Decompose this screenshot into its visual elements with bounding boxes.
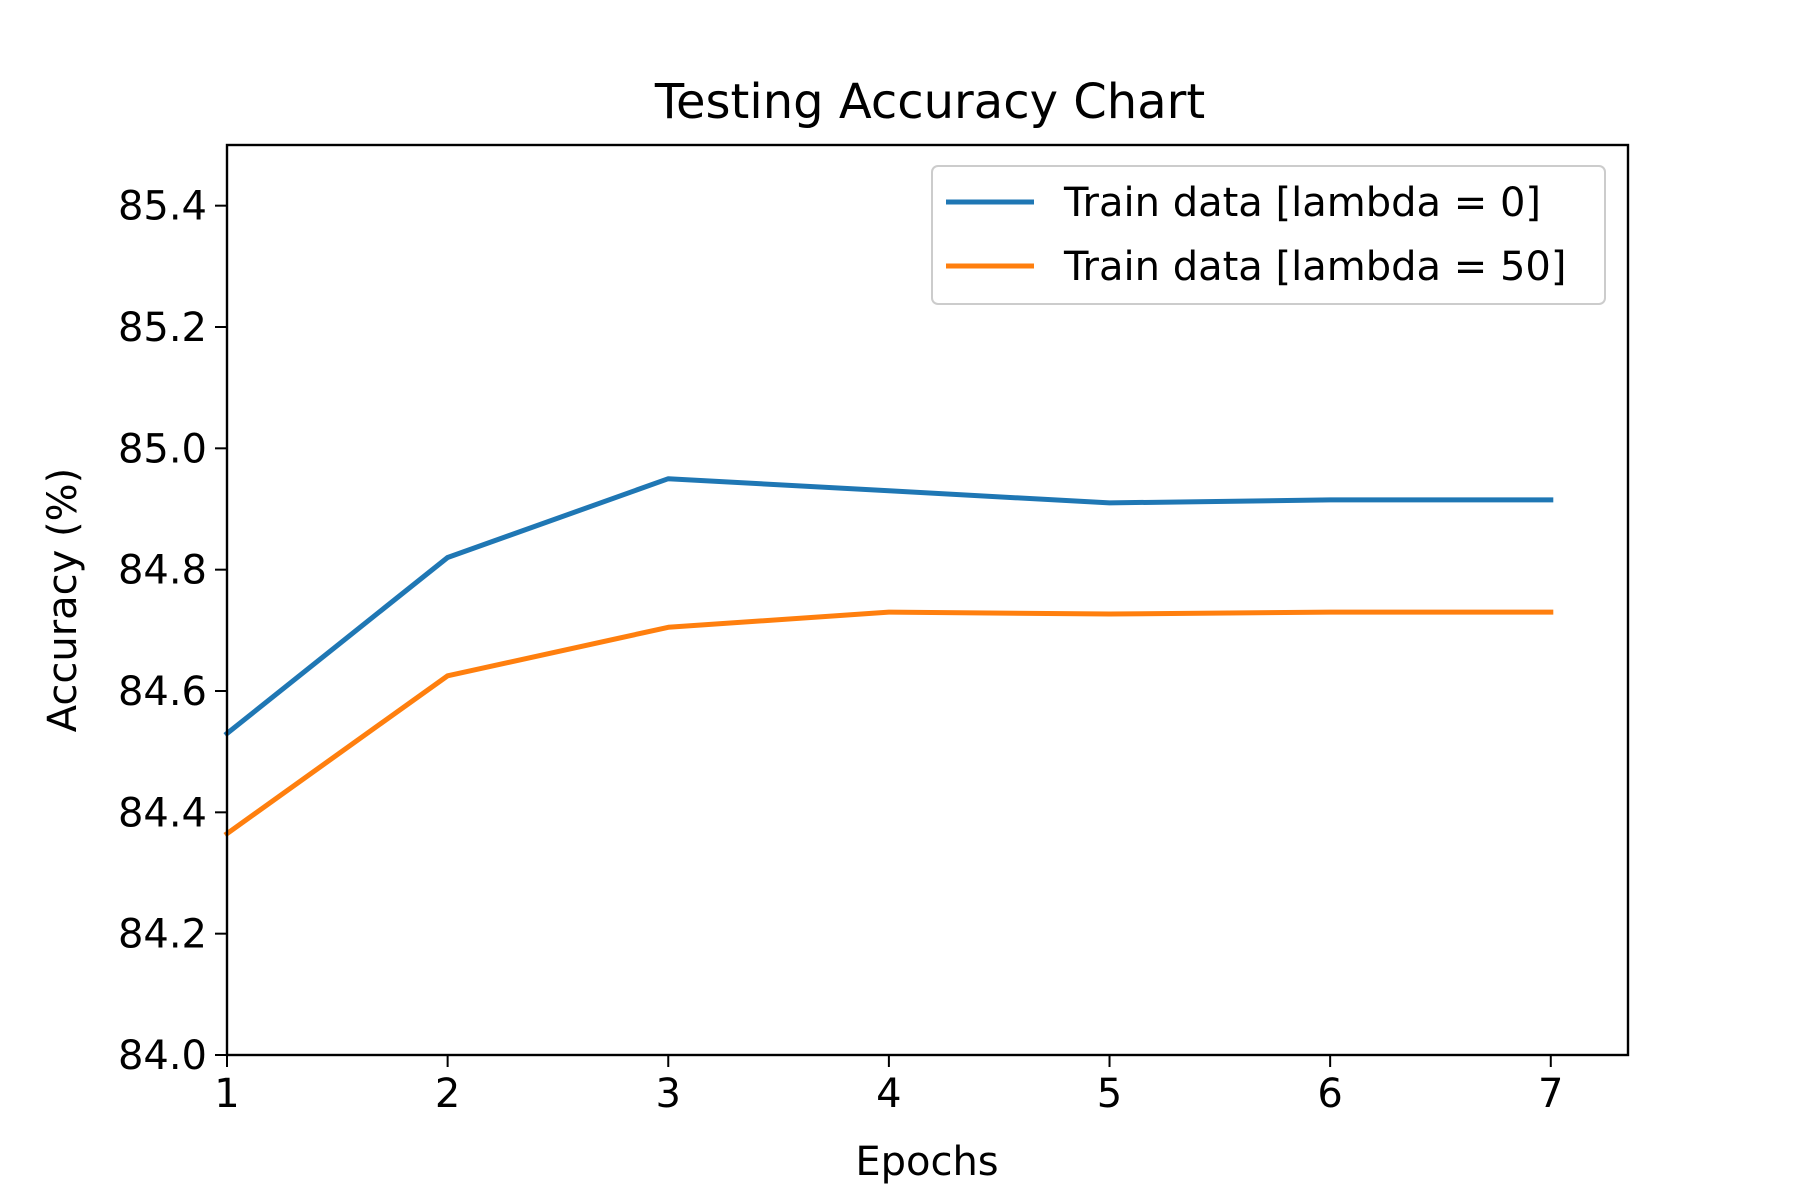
legend: Train data [lambda = 0] Train data [lambd…: [931, 165, 1606, 305]
y-tick-label: 84.0: [118, 1033, 207, 1079]
y-tick-label: 85.2: [118, 305, 207, 351]
y-axis-title: Accuracy (%): [40, 468, 86, 733]
plot-area: 1 2 3 4 5 6 7 84.0 84.2 84.4 84.6 84.8 85.0 85.2 85.4: [118, 143, 1630, 1117]
y-tick-label: 84.4: [118, 790, 207, 836]
series-line-1: [223, 476, 1554, 738]
legend-label-1: Train data [lambda = 0]: [1063, 180, 1541, 226]
plot-frame: [225, 143, 1630, 1057]
x-tick-label: 2: [435, 1071, 460, 1117]
y-tick-label: 85.4: [118, 184, 207, 230]
y-tick-label: 84.2: [118, 912, 207, 958]
y-tick-label: 85.0: [118, 426, 207, 472]
chart-title: Testing Accuracy Chart: [654, 74, 1205, 130]
x-tick-label: 7: [1538, 1071, 1563, 1117]
x-tick-label: 4: [876, 1071, 901, 1117]
y-tick-label: 84.8: [118, 548, 207, 594]
x-tick-label: 5: [1097, 1071, 1122, 1117]
series-line-2: [223, 609, 1554, 838]
y-tick-label: 84.6: [118, 669, 207, 715]
x-tick-label: 1: [214, 1071, 239, 1117]
legend-box: [931, 165, 1606, 305]
legend-label-2: Train data [lambda = 50]: [1063, 244, 1566, 290]
x-tick-label: 3: [656, 1071, 681, 1117]
x-tick-label: 6: [1317, 1071, 1342, 1117]
x-axis-title: Epochs: [855, 1139, 998, 1185]
